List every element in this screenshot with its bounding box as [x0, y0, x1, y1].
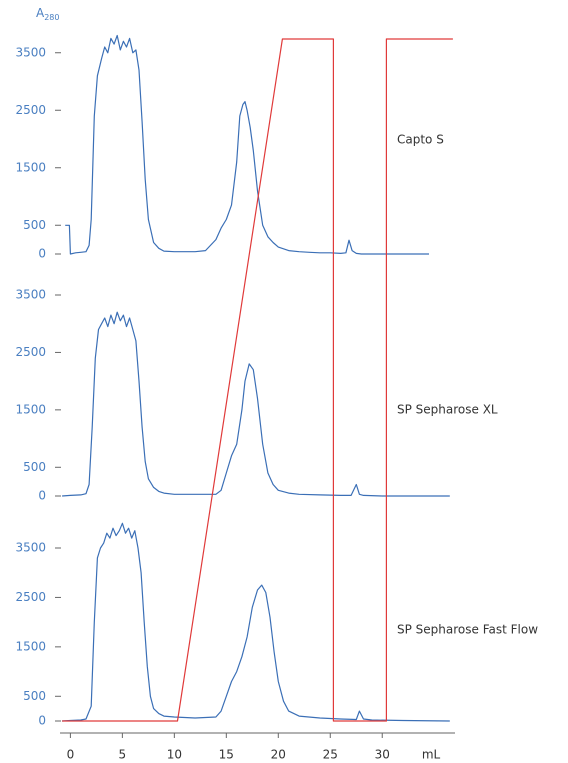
- y-axis-label-sub: 280: [44, 13, 59, 22]
- y-tick-label: 3500: [15, 45, 46, 59]
- y-tick-label: 1500: [15, 639, 46, 653]
- y-tick-label: 3500: [15, 288, 46, 302]
- y-tick-label: 500: [23, 218, 46, 232]
- y-axis-label-main: A: [36, 6, 45, 20]
- y-tick-label: 3500: [15, 541, 46, 555]
- y-tick-label: 0: [38, 247, 46, 261]
- x-tick-label: 15: [219, 748, 234, 762]
- y-tick-label: 500: [23, 689, 46, 703]
- chromatogram-line: [62, 311, 450, 497]
- x-tick-label: 10: [167, 748, 182, 762]
- y-tick-label: 500: [23, 460, 46, 474]
- y-tick-label: 0: [38, 489, 46, 503]
- x-tick-label: 0: [67, 748, 75, 762]
- chromatogram-line: [62, 522, 450, 722]
- chart-title: SP Sepharose XL: [397, 403, 498, 417]
- y-axis-label: A280: [36, 6, 60, 22]
- x-tick-label: 20: [271, 748, 286, 762]
- y-tick-label: 2500: [15, 345, 46, 359]
- chromatogram-line: [65, 34, 429, 255]
- x-axis-label: mL: [422, 748, 441, 762]
- y-tick-label: 1500: [15, 402, 46, 416]
- chart-title: Capto S: [397, 133, 444, 147]
- y-tick-label: 0: [38, 714, 46, 728]
- x-tick-label: 25: [323, 748, 338, 762]
- y-tick-label: 1500: [15, 160, 46, 174]
- x-tick-label: 30: [375, 748, 390, 762]
- gradient-line: [62, 38, 453, 722]
- y-tick-label: 2500: [15, 103, 46, 117]
- x-tick-label: 5: [119, 748, 127, 762]
- y-tick-label: 2500: [15, 590, 46, 604]
- chart-title: SP Sepharose Fast Flow: [397, 623, 538, 637]
